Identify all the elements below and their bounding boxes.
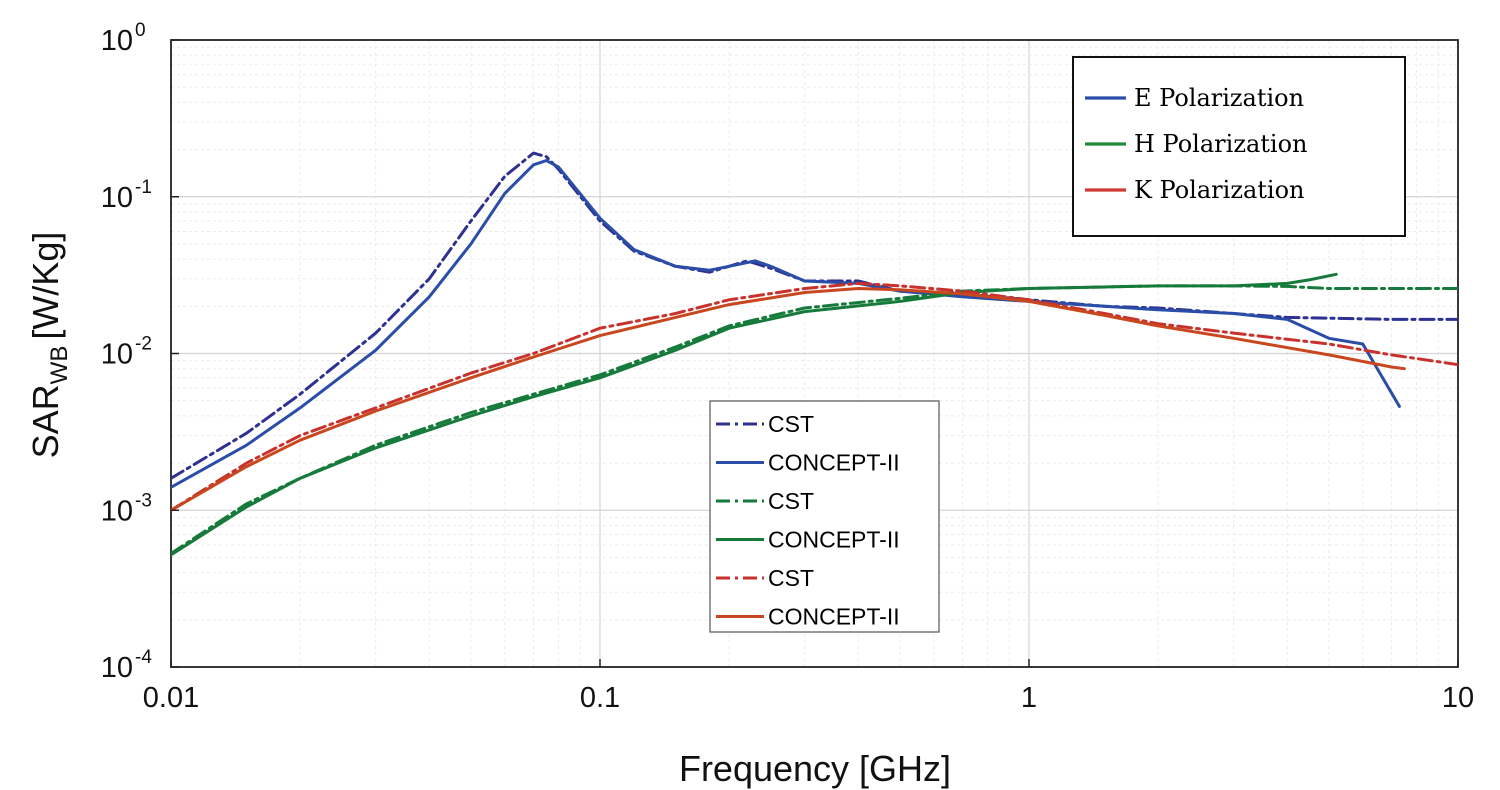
legend-method: CST CONCEPT-II CST CONCEPT-II CST CONCEPT-II — [709, 400, 940, 633]
y-tick-exponent: -2 — [135, 334, 152, 355]
y-tick-label: 10 — [101, 652, 133, 684]
y-tick-exponent: -3 — [135, 490, 152, 511]
y-tick-label: 10 — [101, 182, 133, 214]
x-axis-title: Frequency [GHz] — [679, 748, 951, 789]
y-axis-title-main: SAR — [25, 384, 66, 458]
y-tick-label: 10 — [101, 25, 133, 57]
x-axis-ticks: 0.01 0.1 1 10 — [143, 659, 1474, 714]
legend-method-label: CST — [768, 565, 814, 591]
legend-method-label: CST — [768, 488, 814, 514]
series-h-concept-ii-line — [171, 272, 1338, 557]
y-tick-label: 10 — [101, 495, 133, 527]
series-k-concept-ii-line — [171, 287, 1406, 512]
series-e-concept-ii-line — [171, 159, 1401, 489]
legend-method-label: CST — [768, 411, 814, 437]
y-tick-label: 10 — [101, 339, 133, 371]
legend-polarization-box — [1072, 56, 1406, 237]
series-h-cst-line — [171, 284, 1458, 555]
x-tick-label: 0.01 — [143, 682, 199, 714]
y-tick-exponent: -4 — [135, 647, 152, 668]
y-tick-exponent: -1 — [135, 177, 152, 198]
legend-polarization-label: E Polarization — [1134, 84, 1304, 112]
legend-method-label: CONCEPT-II — [768, 527, 900, 553]
y-axis-title-subscript: WB — [46, 346, 73, 385]
y-axis-title: SARWB [W/Kg] — [25, 232, 73, 459]
legend-polarization: E Polarization H Polarization K Polarizati… — [1072, 56, 1406, 237]
legend-polarization-label: H Polarization — [1134, 130, 1308, 158]
y-axis-title-unit: [W/Kg] — [25, 232, 66, 340]
series-layer — [171, 151, 1458, 557]
legend-method-label: CONCEPT-II — [768, 604, 900, 630]
legend-method-box — [709, 400, 940, 633]
series-k-cst-line — [171, 281, 1458, 512]
legend-polarization-label: K Polarization — [1134, 176, 1305, 204]
y-tick-exponent: 0 — [135, 20, 146, 41]
x-tick-label: 10 — [1442, 682, 1474, 714]
x-tick-label: 1 — [1021, 682, 1037, 714]
legend-method-label: CONCEPT-II — [768, 450, 900, 476]
x-tick-label: 0.1 — [580, 682, 620, 714]
